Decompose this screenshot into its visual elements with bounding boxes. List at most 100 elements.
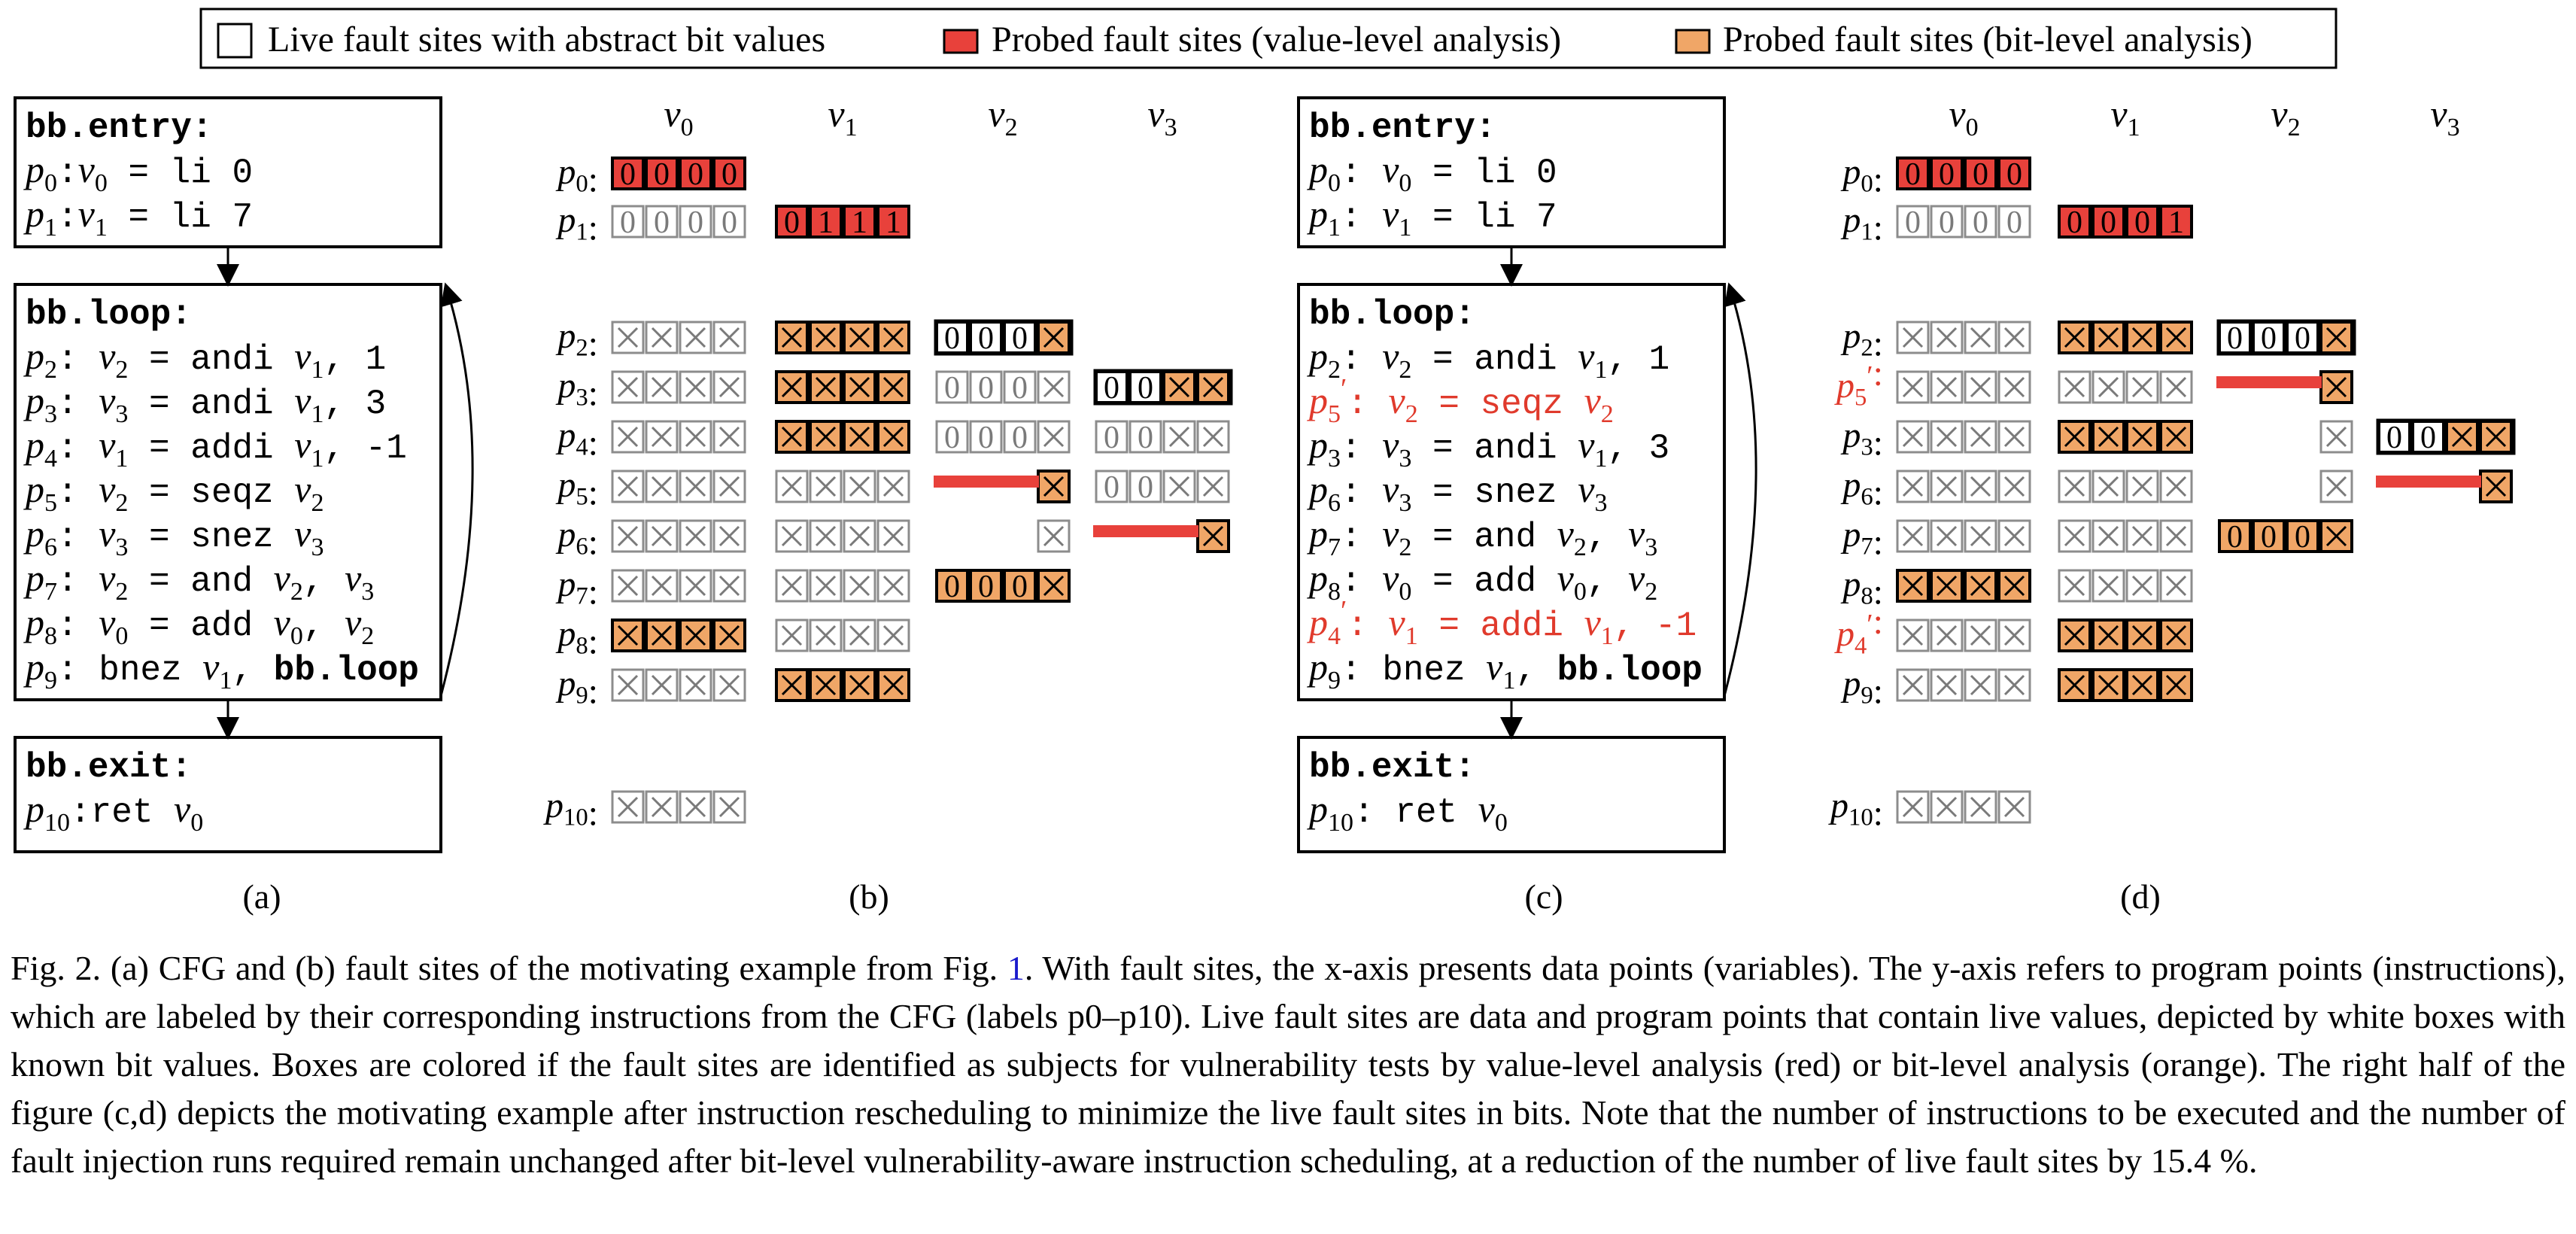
fault-site-bit	[611, 321, 645, 354]
fault-site-row: p6:	[555, 515, 1230, 563]
program-point-colon: :	[1873, 424, 1883, 464]
basic-block-frame	[14, 283, 442, 701]
variable-index: 2	[1601, 400, 1614, 428]
unknown-bit-cross	[2098, 625, 2119, 646]
program-point-colon: :	[588, 324, 598, 364]
instruction-token: , -1	[324, 429, 406, 468]
program-point-index: 10	[1848, 804, 1873, 831]
program-point-letter: p	[23, 335, 44, 377]
fault-site-bit	[2058, 668, 2091, 702]
instruction-token: = and	[1411, 518, 1557, 557]
variable-index: 0	[1399, 169, 1411, 197]
unknown-bit-cross	[781, 327, 803, 348]
variable-name: v	[1382, 335, 1399, 377]
known-bit-value: 0	[654, 157, 670, 192]
legend-live-label: Live fault sites with abstract bit value…	[268, 20, 825, 59]
unknown-bit-cross	[617, 575, 639, 597]
fault-site-bit	[2159, 470, 2193, 503]
fault-site-bit	[1162, 370, 1196, 404]
unknown-bit-cross	[1970, 376, 1991, 398]
fault-site-bit-box	[1964, 205, 1997, 239]
basic-block-frame	[1297, 283, 1726, 701]
unknown-bit-cross	[1902, 327, 1924, 348]
program-point-colon: :	[588, 573, 598, 612]
fault-site-bit	[2091, 619, 2125, 652]
program-point-letter: p	[1307, 646, 1328, 688]
fault-site-bit	[809, 569, 843, 603]
fault-site-bit-box	[1095, 370, 1129, 404]
unknown-bit-cross	[2165, 674, 2187, 696]
program-point-letter: p	[1307, 557, 1328, 599]
variable-index: 2	[1399, 533, 1411, 561]
instruction-line: p5: v2 = seqz v2	[23, 468, 324, 517]
unknown-bit-cross	[1936, 674, 1958, 696]
variable-name: v	[1557, 512, 1575, 555]
caption-figure-link[interactable]: 1	[1007, 949, 1025, 987]
unknown-bit-cross	[849, 426, 870, 448]
fault-site-bit	[645, 420, 679, 454]
fault-site-variable	[611, 519, 746, 553]
unknown-bit-cross	[2064, 327, 2085, 348]
unknown-bit-cross	[882, 525, 904, 547]
program-point-index: 4	[576, 434, 588, 461]
unknown-bit-cross	[781, 575, 803, 597]
fault-site-bit	[645, 619, 679, 652]
unknown-bit-cross	[685, 625, 706, 646]
legend: Live fault sites with abstract bit value…	[199, 8, 2338, 69]
variable-letter: v	[828, 93, 845, 135]
fault-site-bit-box	[969, 420, 1003, 454]
unknown-bit-cross	[685, 575, 706, 597]
basic-block: bb.exit:p10: ret v0	[1297, 736, 1726, 853]
figure-caption: Fig. 2. (a) CFG and (b) fault sites of t…	[11, 944, 2565, 1185]
instruction-token: , 1	[1607, 340, 1669, 379]
instruction-token: = add	[1411, 562, 1557, 601]
unknown-bit-cross	[882, 625, 904, 646]
program-point-letter: p	[1840, 200, 1861, 240]
unknown-bit-cross	[1043, 327, 1065, 348]
unknown-bit-cross	[1970, 796, 1991, 818]
branch-target: bb.loop	[1557, 651, 1703, 690]
variable-name: v	[274, 557, 291, 599]
fault-site-bit-box	[2058, 420, 2091, 454]
unknown-bit-cross	[781, 525, 803, 547]
known-bit-value: 0	[2134, 205, 2150, 240]
known-bit-value: 0	[620, 205, 636, 240]
fault-site-bit	[679, 519, 712, 553]
fault-site-variable	[1896, 519, 2031, 553]
fault-site-bit	[645, 668, 679, 702]
program-point-index: 3	[576, 384, 588, 412]
unknown-bit-cross	[651, 525, 673, 547]
fault-site-bit: 0	[679, 205, 712, 240]
fault-site-bit-box	[2091, 470, 2125, 503]
program-point-index: 2	[44, 356, 57, 384]
fault-site-bit: 0	[1129, 370, 1162, 406]
fault-site-bit	[2091, 569, 2125, 603]
unknown-bit-cross	[1936, 376, 1958, 398]
unknown-bit-cross	[685, 674, 706, 696]
program-point-letter: p	[555, 366, 576, 406]
variable-index: 3	[2447, 114, 2460, 141]
instruction-line: p7: v2 = and v2, v3	[1307, 512, 1657, 561]
fault-site-variable	[2058, 420, 2193, 454]
fault-site-bit	[1997, 321, 2031, 354]
program-point-index: 6	[44, 533, 57, 561]
cfg-back-edge	[1723, 282, 1757, 697]
fault-site-bit-box	[1095, 470, 1129, 503]
fault-site-bit	[712, 790, 746, 824]
program-point-colon: :	[588, 374, 598, 414]
fault-site-bit	[876, 569, 910, 603]
unknown-bit-cross	[815, 426, 837, 448]
basic-block: bb.loop:p2: v2 = andi v1, 1p3: v3 = andi…	[14, 283, 442, 701]
variable-name: v	[99, 601, 116, 643]
instruction-line: p6: v3 = snez v3	[1307, 468, 1607, 517]
fault-site-variable	[1896, 470, 2031, 503]
program-point-prime: ′	[1341, 595, 1347, 627]
fault-site-bit-box	[645, 370, 679, 404]
program-point-colon: :	[588, 672, 598, 712]
fault-site-bit	[843, 619, 876, 652]
instruction-token: ,	[1587, 562, 1628, 601]
known-bit-value: 0	[1104, 470, 1119, 505]
fault-site-bit	[611, 519, 645, 553]
variable-index: 2	[115, 356, 128, 384]
